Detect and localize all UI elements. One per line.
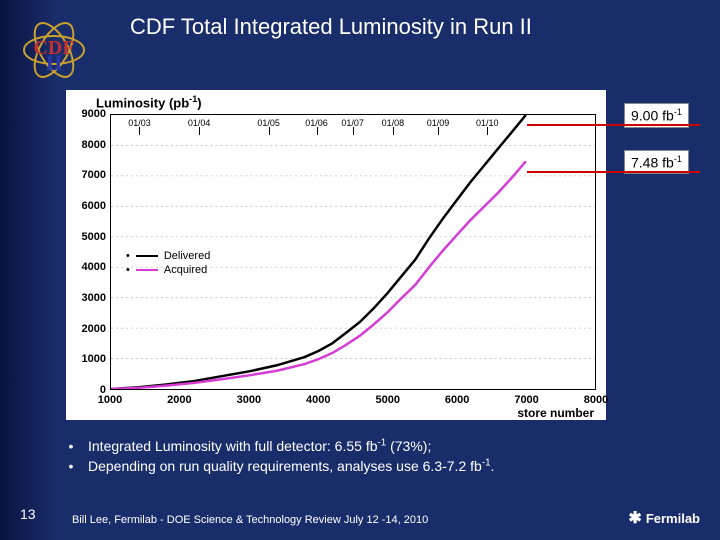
luminosity-chart: Luminosity (pb-1) 01/0301/0401/0501/0601… <box>66 90 606 420</box>
fermilab-label: Fermilab <box>646 511 700 526</box>
y-tick-label: 4000 <box>66 261 106 273</box>
y-tick-label: 6000 <box>66 200 106 212</box>
x-tick-label: 2000 <box>167 394 191 406</box>
chart-legend: •Delivered •Acquired <box>126 248 210 278</box>
slide-title: CDF Total Integrated Luminosity in Run I… <box>130 14 532 40</box>
x-tick-label: 7000 <box>514 394 538 406</box>
y-tick-label: 8000 <box>66 139 106 151</box>
footer-text: Bill Lee, Fermilab - DOE Science & Techn… <box>72 514 428 526</box>
y-tick-label: 3000 <box>66 292 106 304</box>
y-tick-label: 2000 <box>66 323 106 335</box>
page-number: 13 <box>20 506 36 522</box>
bullet-list: •Integrated Luminosity with full detecto… <box>68 436 690 477</box>
x-tick-label: 5000 <box>375 394 399 406</box>
slide: CDF II CDF Total Integrated Luminosity i… <box>0 0 720 540</box>
bullet-item: •Integrated Luminosity with full detecto… <box>68 436 690 456</box>
x-tick-label: 1000 <box>98 394 122 406</box>
fermilab-icon: ✱ <box>628 508 641 528</box>
callout-line <box>527 124 700 126</box>
x-tick-label: 8000 <box>584 394 608 406</box>
y-axis-title: Luminosity (pb-1) <box>96 94 202 110</box>
fermilab-logo: ✱ Fermilab <box>628 508 700 528</box>
y-tick-label: 5000 <box>66 231 106 243</box>
y-tick-label: 7000 <box>66 169 106 181</box>
cdf-logo: CDF II <box>18 22 90 78</box>
svg-text:II: II <box>45 50 62 75</box>
y-tick-label: 1000 <box>66 353 106 365</box>
callout-line <box>527 171 700 173</box>
x-tick-label: 3000 <box>237 394 261 406</box>
x-tick-label: 4000 <box>306 394 330 406</box>
bullet-item: •Depending on run quality requirements, … <box>68 456 690 476</box>
x-axis-title: store number <box>517 406 594 420</box>
y-tick-label: 9000 <box>66 108 106 120</box>
x-tick-label: 6000 <box>445 394 469 406</box>
legend-item: •Acquired <box>126 264 210 276</box>
legend-item: •Delivered <box>126 250 210 262</box>
